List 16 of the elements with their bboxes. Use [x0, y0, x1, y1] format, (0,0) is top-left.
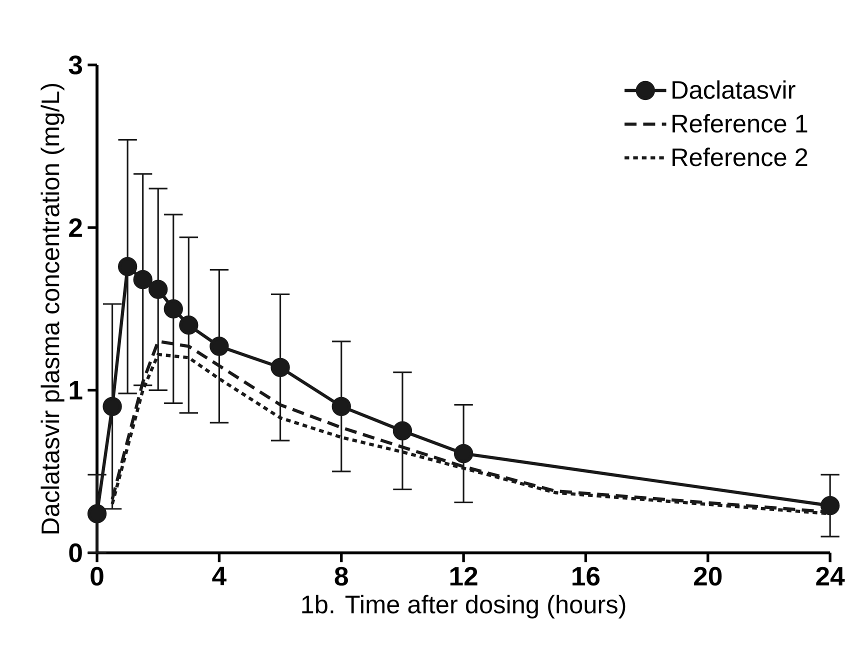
- x-tick-label: 8: [334, 566, 348, 586]
- y-tick-label: 1: [70, 381, 82, 400]
- y-tick-label: 3: [68, 56, 82, 75]
- x-axis-title: 1b. Time after dosing (hours): [302, 594, 626, 619]
- x-tick-label: 16: [572, 566, 600, 586]
- x-tick-label: 24: [816, 566, 845, 586]
- legend-label: Reference 2: [672, 148, 808, 166]
- y-tick-label: 0: [69, 543, 82, 562]
- y-tick-label: 2: [69, 218, 82, 238]
- legend-label: Daclatasvir: [672, 80, 796, 100]
- x-tick-label: 4: [212, 566, 226, 586]
- legend-label: Reference 1: [672, 114, 808, 133]
- x-tick-label: 20: [694, 566, 722, 586]
- x-tick-label: 0: [90, 566, 104, 586]
- y-axis-title: Daclatasvir plasma concentration (mg/L): [40, 84, 64, 534]
- x-tick-label: 12: [450, 566, 478, 586]
